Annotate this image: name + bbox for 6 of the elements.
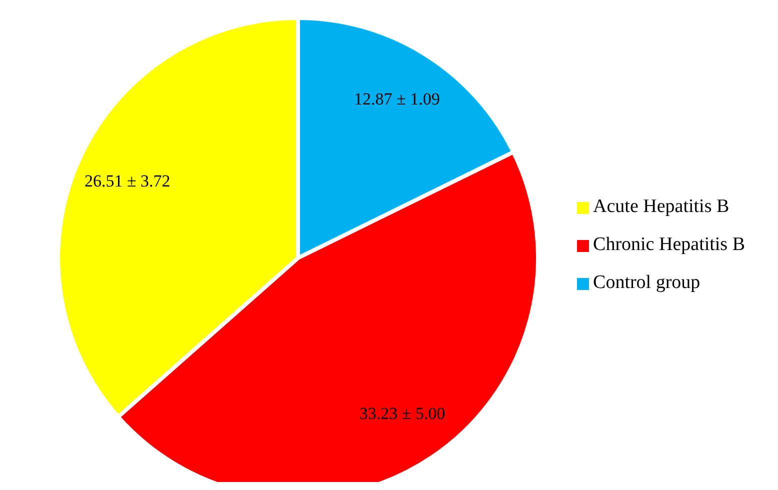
data-label: 26.51 ± 3.72 bbox=[84, 172, 170, 191]
legend-label: Control group bbox=[593, 272, 700, 293]
legend-label: Acute Hepatitis B bbox=[593, 196, 730, 217]
data-label: 33.23 ± 5.00 bbox=[359, 404, 446, 424]
legend-label: Chronic Hepatitis B bbox=[593, 234, 745, 255]
data-label: 12.87 ± 1.09 bbox=[354, 90, 440, 109]
